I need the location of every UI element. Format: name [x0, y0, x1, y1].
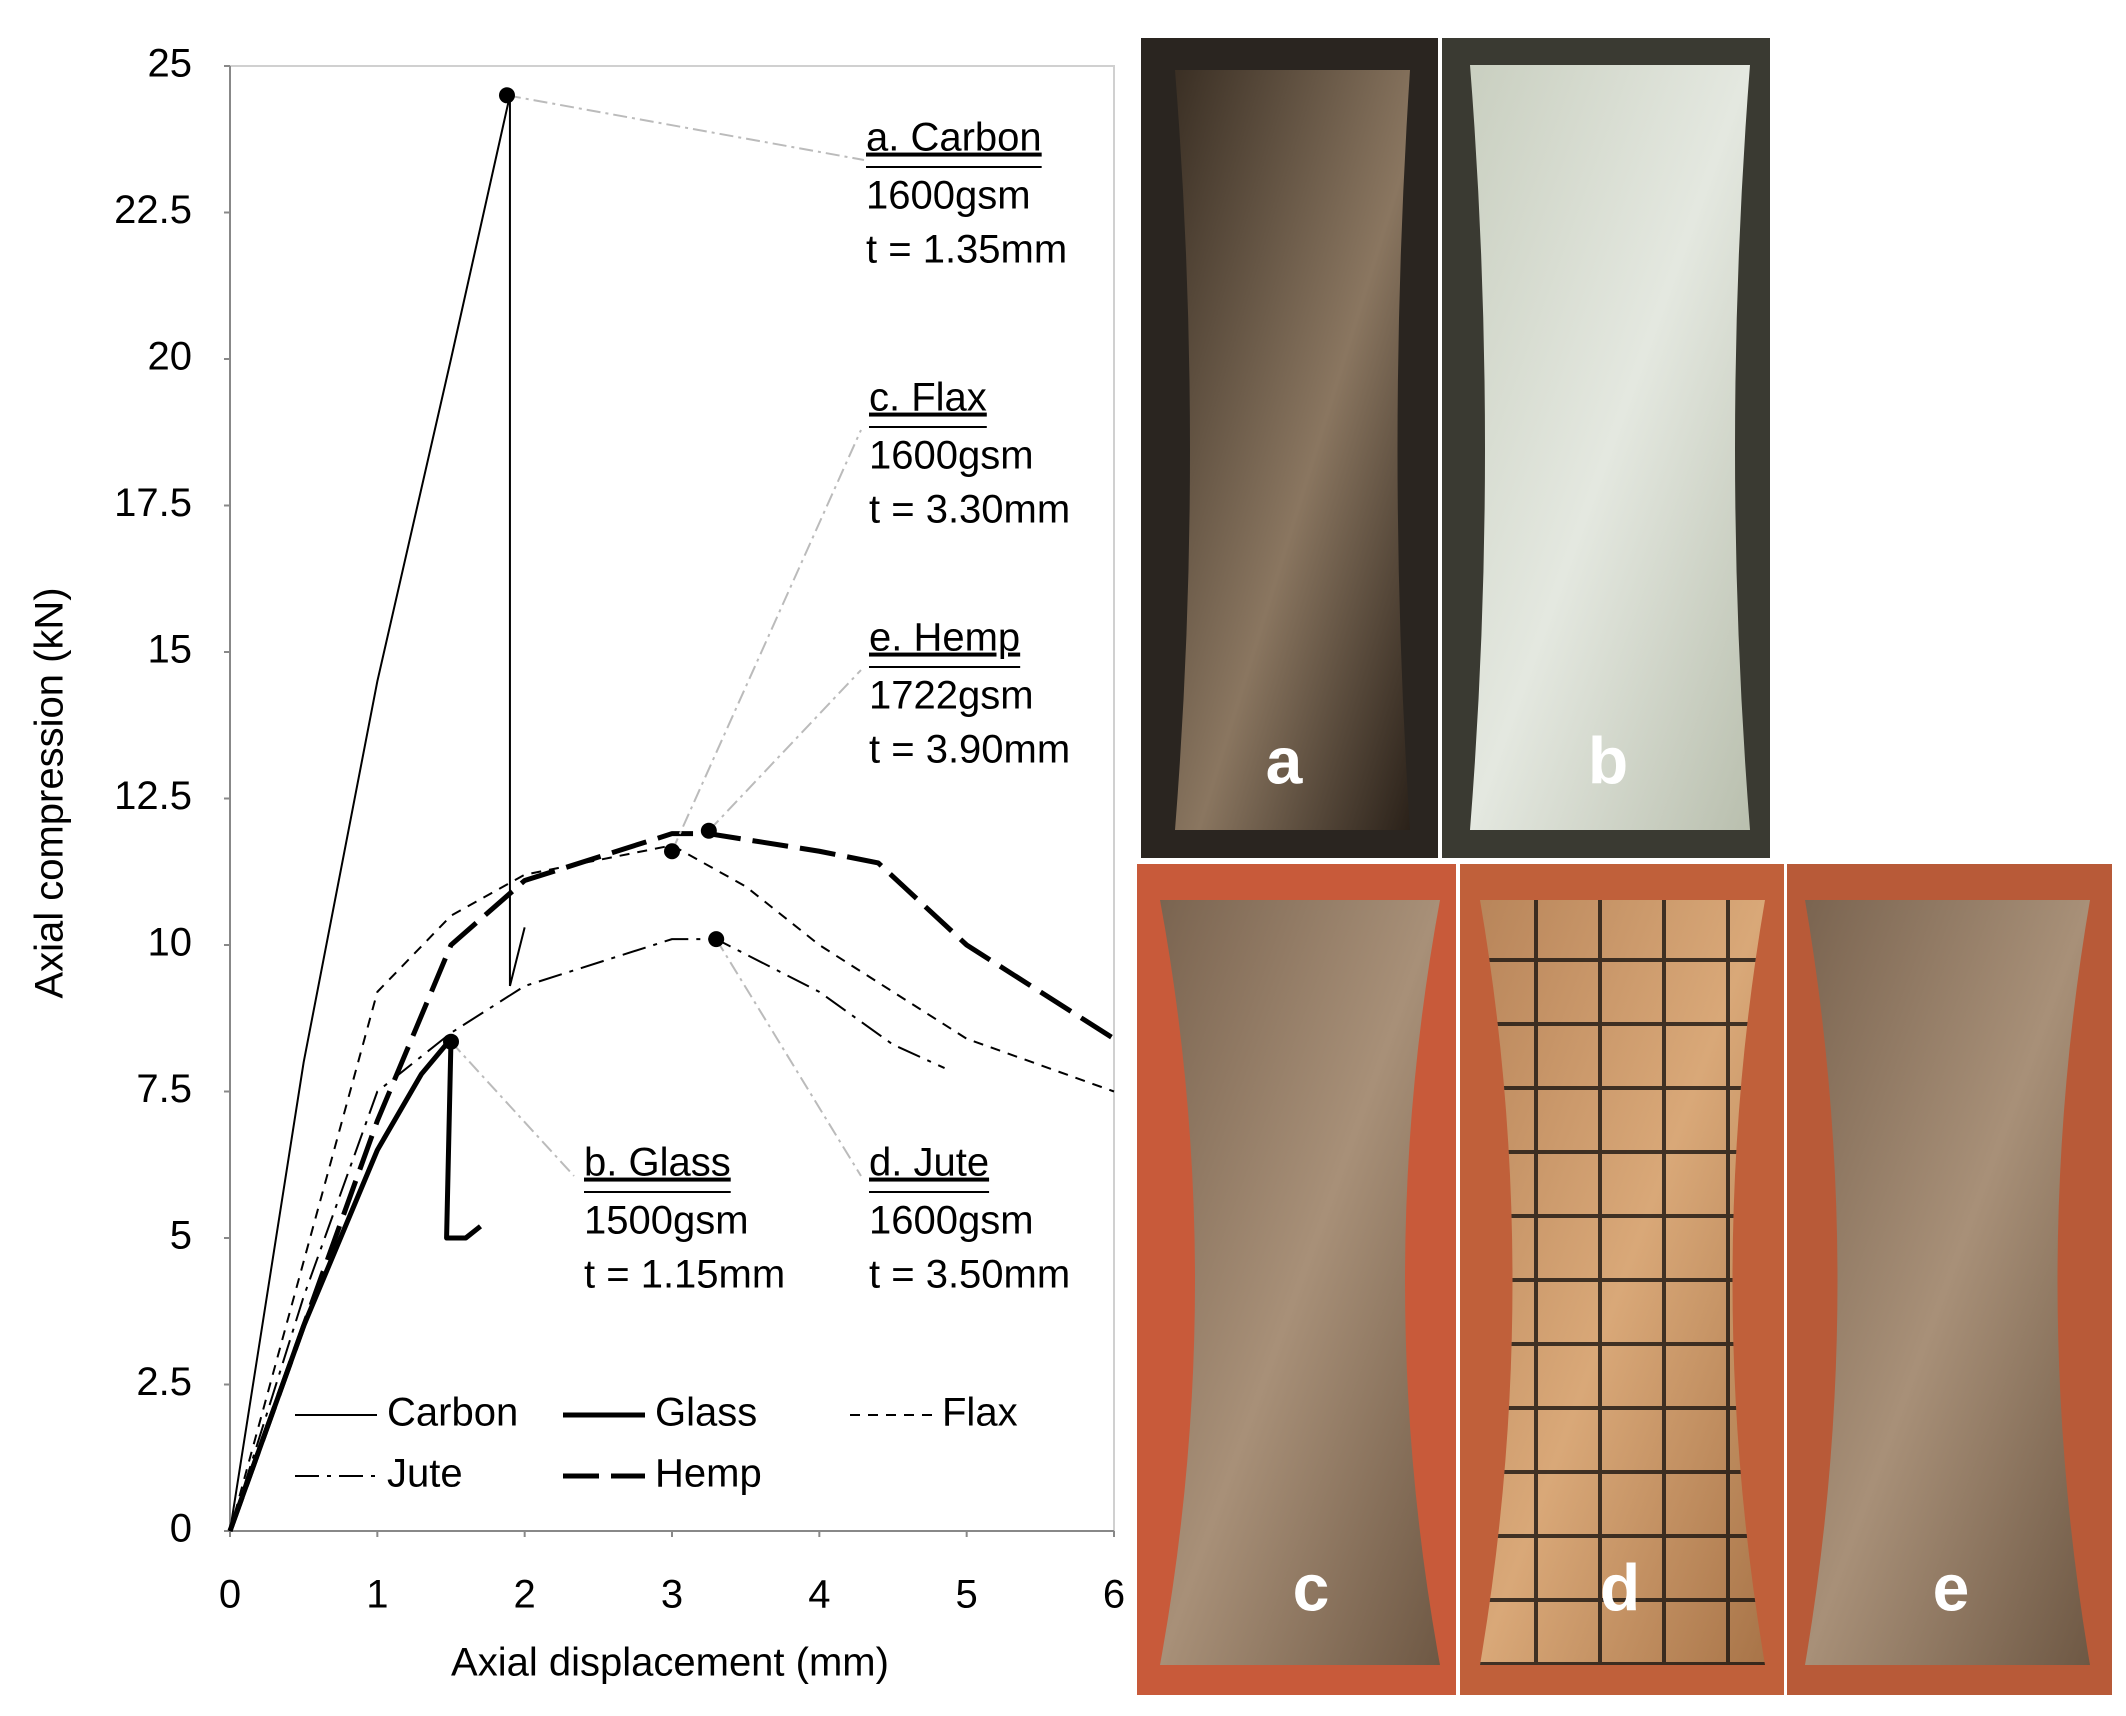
annotation-point — [664, 843, 680, 860]
leader-line — [708, 669, 862, 832]
leader-line — [450, 1041, 575, 1177]
photo-label: c — [1293, 1550, 1330, 1624]
annotation-label: e. Hemp — [869, 616, 1020, 660]
annotation-weight: 1600gsm — [869, 1199, 1034, 1243]
photo-panels — [1137, 38, 2112, 1695]
annotation-label: a. Carbon — [866, 116, 1042, 160]
photo-label: e — [1933, 1550, 1970, 1624]
annotation-weight: 1600gsm — [869, 434, 1034, 478]
y-tick-label: 2.5 — [136, 1360, 192, 1404]
x-tick-label: 1 — [366, 1573, 388, 1617]
x-tick-label: 5 — [956, 1573, 978, 1617]
specimen-grid — [1480, 900, 1765, 1665]
legend-label: Glass — [655, 1391, 757, 1435]
annotation-thickness: t = 3.50mm — [869, 1253, 1070, 1297]
y-tick-label: 7.5 — [136, 1067, 192, 1111]
x-tick-label: 6 — [1103, 1573, 1125, 1617]
series-line — [229, 938, 945, 1532]
photo-label: b — [1588, 723, 1628, 797]
annotation-thickness: t = 1.15mm — [584, 1253, 785, 1297]
annotation-thickness: t = 3.30mm — [869, 488, 1070, 532]
specimen — [1805, 900, 2090, 1665]
x-axis-title: Axial displacement (mm) — [451, 1641, 889, 1685]
annotation-thickness: t = 3.90mm — [869, 728, 1070, 772]
series-line — [229, 844, 1115, 1532]
annotation-point — [498, 87, 515, 104]
y-tick-label: 25 — [148, 42, 193, 86]
legend-label: Flax — [942, 1391, 1018, 1435]
annotation-weight: 1500gsm — [584, 1199, 749, 1243]
y-axis-title: Axial compression (kN) — [28, 587, 72, 998]
y-tick-label: 20 — [148, 335, 193, 379]
y-tick-label: 17.5 — [114, 481, 192, 525]
annotation-point — [443, 1033, 459, 1050]
leader-line — [715, 938, 862, 1177]
x-tick-label: 3 — [661, 1573, 683, 1617]
x-tick-label: 2 — [514, 1573, 536, 1617]
y-tick-label: 5 — [170, 1214, 192, 1258]
leader-line — [671, 429, 862, 852]
annotation-point — [708, 931, 725, 948]
annotation-point — [700, 822, 717, 839]
y-tick-label: 0 — [170, 1507, 192, 1551]
legend-label: Carbon — [387, 1391, 518, 1435]
photo-label: d — [1600, 1550, 1640, 1624]
x-tick-label: 4 — [808, 1573, 830, 1617]
specimen — [1470, 65, 1750, 830]
series-line — [227, 831, 1116, 1532]
annotation-label: d. Jute — [869, 1141, 989, 1185]
annotation-thickness: t = 1.35mm — [866, 228, 1067, 272]
series-line — [229, 94, 526, 1532]
y-tick-label: 10 — [148, 921, 193, 965]
x-tick-label: 0 — [219, 1573, 241, 1617]
plot-frame — [229, 65, 1115, 1532]
y-tick-label: 15 — [148, 628, 193, 672]
annotation-weight: 1722gsm — [869, 674, 1034, 718]
specimen — [1175, 70, 1410, 830]
photo-label: a — [1266, 723, 1304, 797]
annotation-weight: 1600gsm — [866, 174, 1031, 218]
y-tick-label: 12.5 — [114, 774, 192, 818]
y-tick-label: 22.5 — [114, 188, 192, 232]
specimen — [1160, 900, 1440, 1665]
legend-label: Jute — [387, 1452, 463, 1496]
annotation-label: c. Flax — [869, 376, 987, 420]
annotation-label: b. Glass — [584, 1141, 731, 1185]
legend-label: Hemp — [655, 1452, 762, 1496]
leader-line — [506, 94, 865, 161]
